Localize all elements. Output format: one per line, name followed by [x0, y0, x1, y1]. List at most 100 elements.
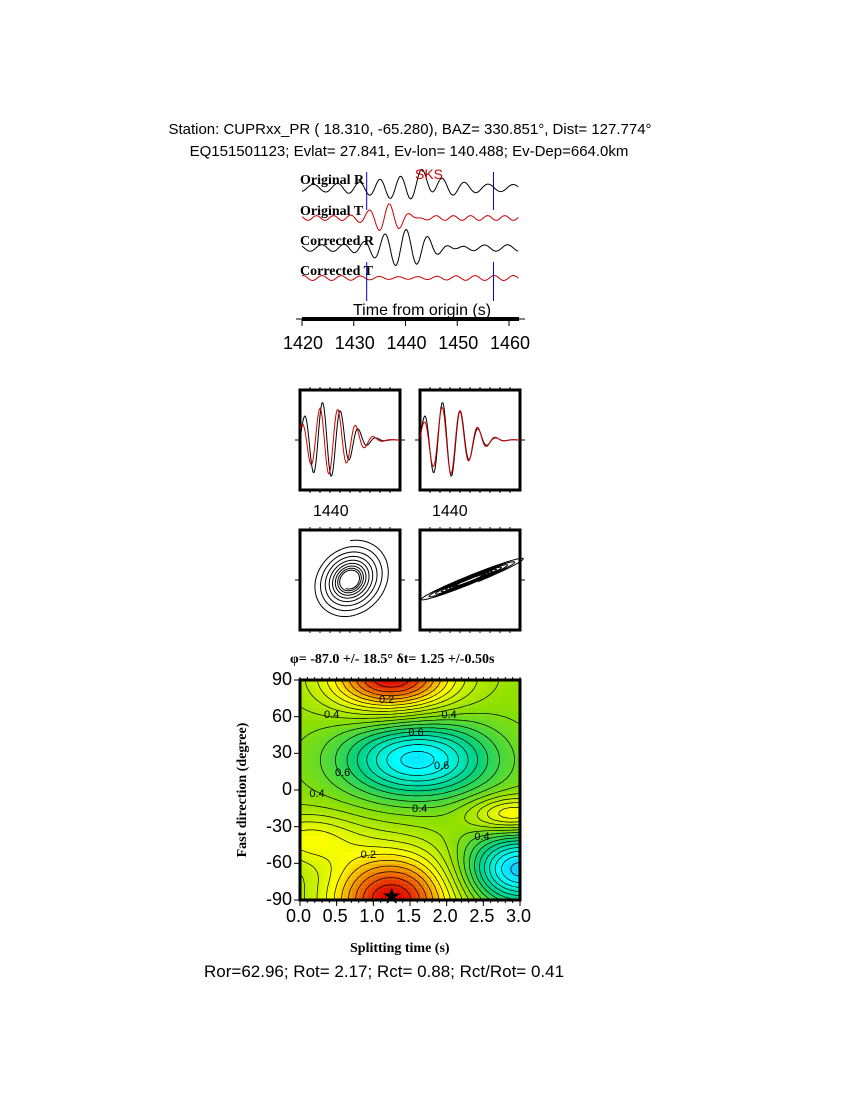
heatmap-cell: [452, 792, 457, 797]
heatmap-cell: [504, 888, 509, 893]
heatmap-cell: [496, 768, 501, 773]
heatmap-cell: [420, 776, 425, 781]
heatmap-cell: [400, 748, 405, 753]
heatmap-cell: [424, 804, 429, 809]
heatmap-cell: [340, 820, 345, 825]
heatmap-cell: [512, 724, 517, 729]
heatmap-cell: [448, 812, 453, 817]
heatmap-cell: [452, 700, 457, 705]
heatmap-cell: [320, 764, 325, 769]
heatmap-cell: [496, 784, 501, 789]
heatmap-cell: [432, 728, 437, 733]
heatmap-cell: [424, 844, 429, 849]
heatmap-cell: [404, 816, 409, 821]
heatmap-cell: [516, 704, 521, 709]
heatmap-cell: [380, 816, 385, 821]
heatmap-cell: [328, 852, 333, 857]
heatmap-cell: [496, 684, 501, 689]
heatmap-cell: [496, 888, 501, 893]
heatmap-cell: [416, 884, 421, 889]
heatmap-cell: [376, 884, 381, 889]
heatmap-cell: [368, 808, 373, 813]
heatmap-cell: [468, 684, 473, 689]
heatmap-cell: [496, 844, 501, 849]
heatmap-cell: [304, 748, 309, 753]
heatmap-cell: [312, 748, 317, 753]
heatmap-cell: [388, 884, 393, 889]
heatmap-cell: [352, 788, 357, 793]
heatmap-cell: [388, 704, 393, 709]
heatmap-cell: [444, 864, 449, 869]
heatmap-cell: [464, 860, 469, 865]
heatmap-cell: [504, 860, 509, 865]
heatmap-cell: [352, 688, 357, 693]
heatmap-cell: [380, 696, 385, 701]
heatmap-cell: [404, 744, 409, 749]
heatmap-cell: [340, 792, 345, 797]
heatmap-cell: [368, 776, 373, 781]
heatmap-cell: [492, 680, 497, 685]
heatmap-cell: [352, 700, 357, 705]
heatmap-cell: [484, 760, 489, 765]
heatmap-cell: [512, 680, 517, 685]
heatmap-cell: [336, 836, 341, 841]
heatmap-cell: [404, 836, 409, 841]
heatmap-cell: [400, 832, 405, 837]
heatmap-cell: [356, 828, 361, 833]
heatmap-cell: [340, 752, 345, 757]
heatmap-cell: [388, 788, 393, 793]
heatmap-cell: [516, 860, 521, 865]
heatmap-cell: [436, 892, 441, 897]
heatmap-cell: [512, 784, 517, 789]
heatmap-cell: [372, 876, 377, 881]
heatmap-cell: [364, 820, 369, 825]
fast-component-trace: [419, 402, 520, 478]
heatmap-cell: [496, 732, 501, 737]
heatmap-cell: [512, 880, 517, 885]
heatmap-cell: [316, 896, 321, 901]
heatmap-cell: [368, 680, 373, 685]
heatmap-cell: [312, 688, 317, 693]
heatmap-cell: [460, 748, 465, 753]
heatmap-cell: [356, 804, 361, 809]
heatmap-cell: [420, 888, 425, 893]
y-tick-label: 0: [281, 779, 292, 799]
heatmap-cell: [432, 764, 437, 769]
heatmap-cell: [516, 884, 521, 889]
heatmap-cell: [396, 804, 401, 809]
heatmap-cell: [416, 736, 421, 741]
heatmap-cell: [440, 716, 445, 721]
heatmap-cell: [464, 776, 469, 781]
heatmap-cell: [364, 792, 369, 797]
heatmap-cell: [300, 748, 305, 753]
heatmap-cell: [472, 704, 477, 709]
heatmap-cell: [468, 752, 473, 757]
heatmap-cell: [456, 800, 461, 805]
heatmap-cell: [472, 876, 477, 881]
heatmap-cell: [432, 824, 437, 829]
heatmap-cell: [348, 732, 353, 737]
heatmap-cell: [480, 892, 485, 897]
heatmap-cell: [356, 692, 361, 697]
heatmap-cell: [328, 768, 333, 773]
heatmap-cell: [364, 724, 369, 729]
heatmap-cell: [464, 704, 469, 709]
heatmap-cell: [372, 812, 377, 817]
heatmap-cell: [452, 848, 457, 853]
heatmap-cell: [492, 896, 497, 901]
heatmap-cell: [460, 892, 465, 897]
heatmap-cell: [384, 800, 389, 805]
heatmap-cell: [416, 888, 421, 893]
heatmap-cell: [400, 800, 405, 805]
heatmap-cell: [412, 792, 417, 797]
heatmap-cell: [492, 760, 497, 765]
heatmap-cell: [424, 884, 429, 889]
heatmap-cell: [308, 788, 313, 793]
heatmap-cell: [376, 892, 381, 897]
heatmap-cell: [484, 860, 489, 865]
heatmap-cell: [392, 820, 397, 825]
heatmap-cell: [428, 780, 433, 785]
heatmap-cell: [312, 784, 317, 789]
heatmap-cell: [368, 684, 373, 689]
heatmap-cell: [376, 760, 381, 765]
